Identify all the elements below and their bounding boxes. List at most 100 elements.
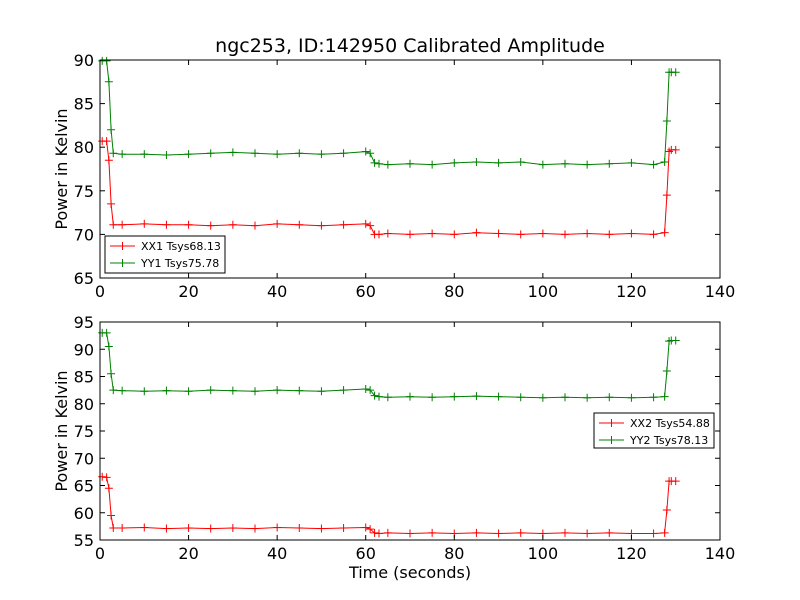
data-point <box>366 149 375 158</box>
data-point <box>317 524 326 533</box>
data-point <box>366 386 375 395</box>
x-tick-label: 80 <box>444 282 464 301</box>
y-tick-label: 90 <box>74 51 94 70</box>
data-point <box>662 367 671 376</box>
series-1 <box>98 472 680 538</box>
data-point <box>561 528 569 537</box>
data-point <box>472 158 481 167</box>
data-point <box>649 160 658 169</box>
data-point <box>118 220 127 229</box>
data-point <box>162 386 171 395</box>
x-tick-label: 60 <box>356 544 376 563</box>
x-tick-label: 80 <box>444 544 464 563</box>
data-point <box>583 393 592 402</box>
data-point <box>649 230 658 239</box>
y-tick-label: 65 <box>74 269 94 288</box>
legend-marker <box>607 436 616 444</box>
y-axis-label: Power in Kelvin <box>52 370 71 491</box>
data-point <box>228 524 237 533</box>
data-point <box>102 137 111 146</box>
data-point <box>428 160 437 169</box>
data-point <box>361 219 370 228</box>
data-point <box>538 393 547 402</box>
legend-entry: XX1 Tsys68.13 <box>110 240 221 253</box>
x-tick-label: 0 <box>95 544 105 563</box>
data-point <box>206 149 215 158</box>
data-point <box>184 150 193 159</box>
data-point <box>107 199 116 208</box>
data-point <box>428 393 437 402</box>
data-point <box>472 528 481 537</box>
data-point <box>406 230 414 239</box>
data-point <box>295 220 304 229</box>
data-point <box>370 391 379 400</box>
y-tick-label: 90 <box>74 340 94 359</box>
x-tick-label: 100 <box>528 544 559 563</box>
data-point <box>361 147 370 156</box>
data-point <box>102 56 111 65</box>
data-point <box>251 149 259 158</box>
data-point <box>662 506 671 515</box>
data-point <box>251 387 259 396</box>
data-point <box>295 524 304 533</box>
data-point <box>339 386 348 395</box>
data-point <box>516 528 525 537</box>
data-point <box>583 529 592 538</box>
legend-label: XX2 Tsys54.88 <box>630 417 710 430</box>
data-point <box>494 158 503 167</box>
data-point <box>107 369 116 378</box>
data-point <box>627 229 636 238</box>
legend-marker <box>118 242 127 250</box>
y-tick-label: 65 <box>74 477 94 496</box>
legend-entry: YY1 Tsys75.78 <box>110 257 219 270</box>
data-point <box>104 156 113 165</box>
data-point <box>516 158 525 167</box>
data-point <box>366 525 375 534</box>
data-point <box>662 191 671 200</box>
series-2 <box>98 328 680 402</box>
data-point <box>228 148 237 157</box>
y-axis-label: Power in Kelvin <box>52 108 71 229</box>
data-point <box>561 393 569 402</box>
x-tick-label: 120 <box>616 282 647 301</box>
data-point <box>406 392 414 401</box>
data-point <box>660 158 669 167</box>
data-point <box>450 230 459 239</box>
y-tick-label: 70 <box>74 225 94 244</box>
data-point <box>671 145 680 154</box>
y-tick-label: 95 <box>74 313 94 332</box>
data-point <box>317 150 326 159</box>
data-point <box>375 529 383 538</box>
data-point <box>273 386 282 395</box>
data-point <box>361 385 370 394</box>
y-tick-label: 55 <box>74 531 94 550</box>
legend-marker <box>607 419 616 427</box>
top-panel: 0 20 40 60 80 100 120 140 65 70 75 80 85 90 Power in K… <box>52 51 735 301</box>
x-tick-label: 20 <box>178 282 198 301</box>
y-tick-label: 85 <box>74 95 94 114</box>
y-tick-label: 80 <box>74 138 94 157</box>
data-point <box>649 393 658 402</box>
data-point <box>375 230 383 239</box>
data-point <box>516 230 525 239</box>
series-line <box>102 60 676 166</box>
data-point <box>162 220 171 229</box>
data-point <box>295 386 304 395</box>
data-point <box>472 392 481 401</box>
data-point <box>671 336 680 345</box>
x-tick-label: 20 <box>178 544 198 563</box>
data-point <box>98 472 107 481</box>
data-point <box>605 393 614 402</box>
data-point <box>472 228 481 237</box>
data-point <box>273 523 282 532</box>
legend-box <box>104 235 226 274</box>
data-point <box>605 528 614 537</box>
y-tick-label: 75 <box>74 182 94 201</box>
data-point <box>450 158 459 167</box>
data-point <box>649 529 658 538</box>
data-point <box>665 147 674 156</box>
x-axis-label: Time (seconds) <box>348 563 471 582</box>
data-point <box>273 219 282 228</box>
y-tick-label: 70 <box>74 449 94 468</box>
